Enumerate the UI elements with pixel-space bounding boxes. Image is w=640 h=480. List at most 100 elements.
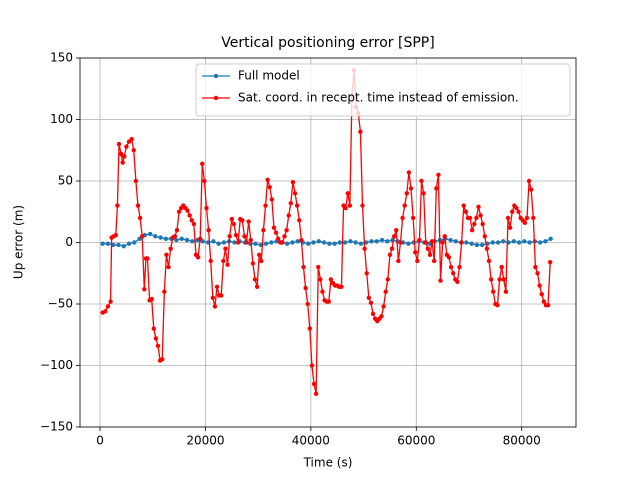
data-point xyxy=(488,277,494,282)
data-point xyxy=(474,215,479,221)
data-point xyxy=(254,284,260,289)
data-point xyxy=(402,203,407,208)
data-point xyxy=(404,191,410,196)
data-point xyxy=(381,304,386,309)
data-point xyxy=(434,186,439,191)
data-point xyxy=(267,184,272,190)
data-point xyxy=(160,357,165,362)
data-point xyxy=(419,178,424,184)
legend-marker xyxy=(213,95,219,101)
data-point xyxy=(432,258,437,264)
data-point xyxy=(383,289,388,294)
y-tick-label: −150 xyxy=(40,420,73,434)
data-point xyxy=(118,151,124,157)
x-tick-label: 80000 xyxy=(503,434,541,448)
data-point xyxy=(459,240,464,245)
data-point xyxy=(463,209,469,214)
data-point xyxy=(495,240,501,245)
data-point xyxy=(531,215,536,221)
data-point xyxy=(415,258,420,264)
data-point xyxy=(343,205,348,211)
data-point xyxy=(547,259,553,265)
data-point xyxy=(257,252,262,257)
data-point xyxy=(153,234,158,239)
data-point xyxy=(219,293,224,298)
data-point xyxy=(284,228,289,233)
data-point xyxy=(394,228,399,233)
y-tick-label: 50 xyxy=(58,174,73,188)
data-point xyxy=(139,234,145,239)
data-point xyxy=(379,237,385,243)
data-point xyxy=(253,241,258,246)
data-point xyxy=(316,239,321,244)
data-point xyxy=(358,241,364,246)
data-point xyxy=(202,178,207,184)
data-point xyxy=(227,234,232,239)
data-point xyxy=(345,191,350,196)
data-point xyxy=(168,246,173,251)
data-point xyxy=(486,258,492,264)
data-point xyxy=(337,240,343,245)
data-point xyxy=(108,299,113,304)
data-point xyxy=(327,241,332,246)
legend-marker xyxy=(213,73,219,79)
data-point xyxy=(533,264,538,270)
data-point xyxy=(231,221,237,227)
data-point xyxy=(306,241,311,246)
data-point xyxy=(311,381,317,387)
data-point xyxy=(223,246,228,251)
data-point xyxy=(244,240,249,245)
data-point xyxy=(288,200,294,206)
data-point xyxy=(353,240,358,245)
data-point xyxy=(516,209,521,214)
data-point xyxy=(185,208,190,213)
data-point xyxy=(429,239,435,244)
data-point xyxy=(478,213,483,218)
data-point xyxy=(442,234,447,239)
data-point xyxy=(391,234,397,239)
data-point xyxy=(265,177,270,182)
data-point xyxy=(290,180,296,185)
data-point xyxy=(164,252,169,257)
data-point xyxy=(299,237,304,243)
data-point xyxy=(147,231,153,237)
data-point xyxy=(295,239,300,244)
data-point xyxy=(275,236,281,242)
data-point xyxy=(360,203,365,208)
data-point xyxy=(153,336,159,341)
data-point xyxy=(174,237,179,243)
data-point xyxy=(406,241,411,246)
data-point xyxy=(545,303,551,308)
data-point xyxy=(505,215,511,221)
data-point xyxy=(535,271,540,276)
data-point xyxy=(364,240,369,245)
data-point xyxy=(195,255,201,260)
data-point xyxy=(303,285,308,291)
data-point xyxy=(252,277,258,282)
data-point xyxy=(242,234,247,239)
data-point xyxy=(408,186,414,191)
data-point xyxy=(269,197,275,202)
data-point xyxy=(385,277,391,282)
x-tick-label: 40000 xyxy=(292,434,330,448)
data-point xyxy=(208,258,213,264)
data-point xyxy=(368,300,374,305)
data-point xyxy=(389,246,395,251)
legend-box xyxy=(195,63,571,117)
data-point xyxy=(480,221,485,227)
data-point xyxy=(294,203,300,208)
data-point xyxy=(469,241,474,246)
data-point xyxy=(450,271,456,276)
data-point xyxy=(122,154,127,159)
data-point xyxy=(469,228,475,233)
data-point xyxy=(309,363,315,368)
data-point xyxy=(421,191,426,196)
data-point xyxy=(499,264,504,270)
data-point xyxy=(105,241,111,246)
data-point xyxy=(149,296,154,302)
y-tick-label: −50 xyxy=(48,297,73,311)
data-point xyxy=(206,228,211,233)
data-point xyxy=(379,314,384,319)
y-tick-label: −100 xyxy=(40,358,73,372)
